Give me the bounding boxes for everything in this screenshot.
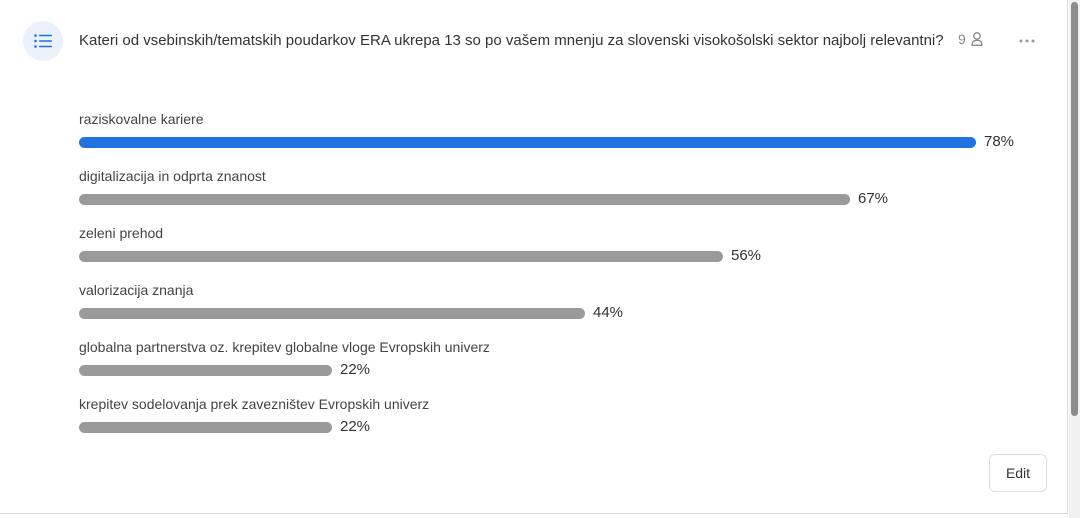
result-bar-track (79, 137, 977, 148)
result-row: digitalizacija in odprta znanost 67% (79, 166, 1039, 223)
result-label: globalna partnerstva oz. krepitev global… (79, 339, 490, 355)
result-bar (79, 422, 332, 433)
poll-question: Kateri od vsebinskih/tematskih poudarkov… (79, 32, 944, 49)
result-bar-track (79, 251, 977, 262)
result-row: raziskovalne kariere 78% (79, 109, 1039, 166)
result-label: valorizacija znanja (79, 282, 194, 298)
result-bar-track (79, 194, 977, 205)
result-bar (79, 365, 332, 376)
person-icon (971, 32, 983, 46)
response-count: 9 (958, 31, 983, 47)
result-bar-track (79, 308, 977, 319)
result-percent: 56% (731, 247, 762, 264)
result-percent: 44% (593, 304, 624, 321)
result-bar (79, 251, 723, 262)
poll-results: raziskovalne kariere 78% digitalizacija in… (79, 109, 1039, 451)
result-row: zeleni prehod 56% (79, 223, 1039, 280)
scrollbar[interactable] (1069, 0, 1080, 518)
result-bar-track (79, 422, 977, 433)
response-count-value: 9 (958, 31, 966, 47)
result-label: raziskovalne kariere (79, 111, 204, 127)
result-label: zeleni prehod (79, 225, 164, 241)
result-percent: 78% (984, 133, 1015, 150)
result-percent: 22% (340, 418, 371, 435)
result-percent: 22% (340, 361, 371, 378)
result-bar (79, 194, 850, 205)
result-row: krepitev sodelovanja prek zavezništev Ev… (79, 394, 1039, 451)
scrollbar-thumb[interactable] (1071, 2, 1078, 416)
result-bar (79, 308, 585, 319)
result-bar-track (79, 365, 977, 376)
edit-button[interactable]: Edit (989, 454, 1047, 492)
list-icon (23, 21, 63, 61)
result-percent: 67% (858, 190, 889, 207)
result-row: valorizacija znanja 44% (79, 280, 1039, 337)
result-row: globalna partnerstva oz. krepitev global… (79, 337, 1039, 394)
result-bar (79, 137, 976, 148)
result-label: krepitev sodelovanja prek zavezništev Ev… (79, 396, 430, 412)
more-options-button[interactable] (1015, 31, 1039, 51)
result-label: digitalizacija in odprta znanost (79, 168, 266, 184)
more-horizontal-icon (1019, 39, 1035, 43)
